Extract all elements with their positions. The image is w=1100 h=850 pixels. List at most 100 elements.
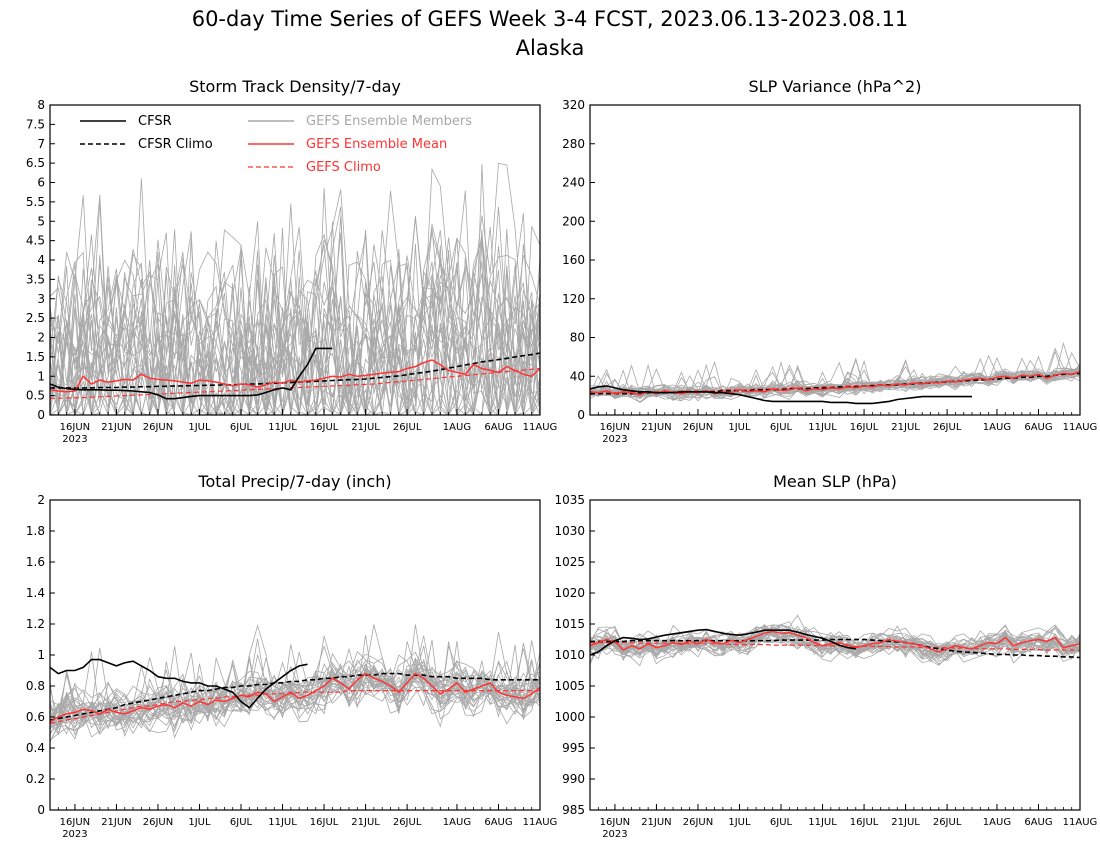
- x-tick-label: 6AUG: [484, 422, 512, 433]
- ensemble-member-line: [49, 216, 541, 416]
- ensemble-member-line: [49, 624, 541, 714]
- y-tick-label: 0.5: [26, 389, 45, 403]
- x-tick-label: 21JUL: [351, 817, 380, 828]
- y-tick-label: 80: [570, 331, 585, 345]
- y-tick-label: 0: [577, 408, 585, 422]
- x-tick-label: 16JUL: [310, 817, 339, 828]
- x-year-label: 2023: [602, 829, 627, 840]
- y-tick-label: 990: [562, 772, 585, 786]
- series-gefs-mean: [49, 359, 541, 393]
- ensemble-member-line: [589, 628, 1081, 660]
- series-gefs-climo: [49, 689, 540, 724]
- legend-label-gefs-mean: GEFS Ensemble Mean: [306, 137, 447, 152]
- x-tick-label: 16JUN: [60, 422, 90, 433]
- y-tick-label: 280: [562, 137, 585, 151]
- x-tick-label: 11AUG: [523, 422, 558, 433]
- x-tick-label: 16JUN: [600, 422, 630, 433]
- y-tick-label: 7.5: [26, 117, 45, 131]
- y-tick-label: 1030: [554, 524, 585, 538]
- y-tick-label: 1020: [554, 586, 585, 600]
- ensemble-member-line: [589, 630, 1081, 661]
- x-tick-label: 6JUL: [230, 817, 253, 828]
- legend-label-cfsr: CFSR: [138, 114, 172, 129]
- ensemble-member-line: [589, 341, 1081, 398]
- ensemble-member-line: [49, 663, 541, 741]
- x-tick-label: 11AUG: [1063, 817, 1098, 828]
- y-tick-label: 6.5: [26, 156, 45, 170]
- ensemble-member-line: [49, 233, 541, 416]
- series-gefs-climo: [50, 367, 541, 399]
- chart-precip: Total Precip/7-day (inch)00.20.40.60.811…: [26, 472, 557, 840]
- y-tick-label: 6: [37, 176, 45, 190]
- ensemble-member-line: [49, 676, 541, 735]
- ensemble-member-line: [49, 270, 541, 417]
- x-tick-label: 6JUL: [770, 422, 793, 433]
- ensemble-members: [49, 162, 541, 417]
- y-tick-label: 0.2: [26, 772, 45, 786]
- panel-title: Mean SLP (hPa): [773, 472, 897, 491]
- x-tick-label: 26JUN: [683, 422, 713, 433]
- x-year-label: 2023: [62, 829, 87, 840]
- x-tick-label: 6JUL: [770, 817, 793, 828]
- y-tick-label: 4: [37, 253, 45, 267]
- x-tick-label: 11JUL: [268, 817, 297, 828]
- y-tick-label: 5.5: [26, 195, 45, 209]
- y-tick-label: 4.5: [26, 234, 45, 248]
- x-tick-label: 21JUL: [891, 422, 920, 433]
- y-tick-label: 0: [37, 408, 45, 422]
- chart-storm: Storm Track Density/7-day 0 0.5 1 1.5 2 2.5 3 3.…: [26, 77, 557, 445]
- x-tick-label: 1JUL: [188, 817, 211, 828]
- panel-title: Total Precip/7-day (inch): [197, 472, 391, 491]
- x-tick-label: 1AUG: [983, 817, 1011, 828]
- x-tick-label: 11JUL: [808, 817, 837, 828]
- y-tick-label: 2.5: [26, 311, 45, 325]
- y-tick-label: 160: [562, 253, 585, 267]
- x-tick-label: 1AUG: [443, 422, 471, 433]
- x-tick-label: 16JUL: [850, 422, 879, 433]
- x-tick-label: 16JUL: [850, 817, 879, 828]
- y-tick-label: 1.2: [26, 617, 45, 631]
- x-tick-label: 26JUL: [393, 817, 422, 828]
- chart-mslp: Mean SLP (hPa) 985 990 995 1000 1005 1010 1015 1…: [554, 472, 1097, 840]
- y-tick-label: 2: [37, 493, 45, 507]
- ensemble-member-line: [49, 294, 541, 417]
- x-tick-label: 21JUL: [351, 422, 380, 433]
- y-tick-label: 1.6: [26, 555, 45, 569]
- ensemble-member-line: [589, 632, 1081, 658]
- ensemble-member-line: [49, 190, 541, 416]
- y-tick-label: 1035: [554, 493, 585, 507]
- figure-title: 60-day Time Series of GEFS Week 3-4 FCST…: [192, 7, 909, 31]
- legend-label-cfsr-climo: CFSR Climo: [138, 137, 213, 152]
- x-tick-label: 26JUN: [143, 817, 173, 828]
- ensemble-member-line: [49, 624, 541, 737]
- y-tick-label: 2: [37, 331, 45, 345]
- x-tick-label: 1JUL: [728, 817, 751, 828]
- y-tick-label: 0.4: [26, 741, 45, 755]
- legend-label-gefs-climo: GEFS Climo: [306, 160, 381, 175]
- x-year-label: 2023: [602, 434, 627, 445]
- x-tick-label: 1AUG: [443, 817, 471, 828]
- y-tick-label: 3: [37, 292, 45, 306]
- y-tick-label: 240: [562, 176, 585, 190]
- y-tick-label: 40: [570, 369, 585, 383]
- y-tick-label: 0.8: [26, 679, 45, 693]
- ensemble-member-line: [49, 661, 541, 713]
- x-tick-label: 6AUG: [484, 817, 512, 828]
- y-tick-label: 1005: [554, 679, 585, 693]
- panel-title: SLP Variance (hPa^2): [749, 77, 922, 96]
- ensemble-member-line: [49, 236, 541, 417]
- x-tick-label: 11JUL: [808, 422, 837, 433]
- x-tick-label: 6AUG: [1024, 817, 1052, 828]
- legend: CFSR CFSR Climo GEFS Ensemble Members GEFS …: [80, 114, 472, 175]
- y-tick-label: 1.5: [26, 350, 45, 364]
- y-tick-label: 7: [37, 137, 45, 151]
- series-cfsr: [589, 628, 856, 656]
- y-tick-label: 1000: [554, 710, 585, 724]
- ensemble-member-line: [50, 233, 541, 416]
- series-cfsr-climo: [590, 638, 1081, 659]
- y-tick-label: 0: [37, 803, 45, 817]
- ensemble-member-line: [50, 299, 541, 417]
- x-tick-label: 26JUL: [933, 817, 962, 828]
- x-tick-label: 26JUL: [393, 422, 422, 433]
